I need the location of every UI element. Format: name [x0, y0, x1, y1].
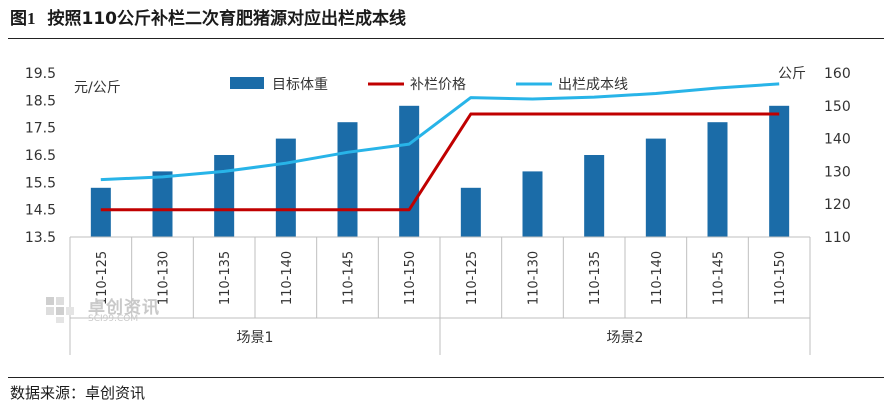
x-tick-label: 110-130: [157, 251, 172, 305]
y-left-tick-label: 18.5: [25, 93, 56, 109]
y-right-tick-label: 150: [824, 99, 851, 115]
x-tick-label: 110-125: [95, 251, 110, 305]
x-group-label: 场景2: [607, 330, 644, 346]
y-left-unit: 元/公斤: [74, 80, 121, 96]
x-tick-label: 110-140: [280, 251, 295, 305]
bar-target-weight: [214, 155, 235, 237]
legend-swatch-bar: [230, 77, 264, 89]
y-left-tick-label: 17.5: [25, 121, 56, 137]
watermark-logo-icon: [46, 297, 74, 323]
bar-target-weight: [275, 138, 296, 237]
y-right-tick-label: 160: [824, 66, 851, 82]
line-restock-price: [100, 112, 780, 212]
y-left-tick-label: 14.5: [25, 203, 56, 219]
source-note: 数据来源：卓创资讯: [10, 384, 146, 402]
watermark-en: SCI99.COM: [88, 314, 139, 324]
x-tick-label: 110-140: [650, 251, 665, 305]
legend-label: 目标体重: [272, 77, 328, 93]
x-tick-label: 110-130: [527, 251, 542, 305]
y-left-tick-label: 15.5: [25, 175, 56, 191]
line-cost-line: [100, 82, 780, 182]
bar-target-weight: [90, 187, 111, 237]
figure-title: 图1 按照110公斤补栏二次育肥猪源对应出栏成本线: [10, 4, 406, 29]
y-right-tick-label: 110: [824, 230, 851, 246]
bar-target-weight: [337, 122, 358, 237]
x-group-label: 场景1: [237, 330, 274, 346]
y-right-tick-label: 130: [824, 164, 851, 180]
bar-target-weight: [460, 187, 481, 237]
x-tick-label: 110-145: [712, 251, 727, 305]
legend-label: 出栏成本线: [558, 77, 628, 93]
y-right-tick-label: 120: [824, 197, 851, 213]
x-tick-label: 110-135: [588, 251, 603, 305]
bar-target-weight: [152, 171, 173, 237]
x-tick-label: 110-125: [465, 251, 480, 305]
bar-target-weight: [769, 105, 790, 237]
y-right-unit: 公斤: [778, 66, 806, 82]
bottom-rule: [8, 377, 884, 378]
legend-label: 补栏价格: [410, 77, 466, 93]
y-left-tick-label: 16.5: [25, 148, 56, 164]
bar-target-weight: [645, 138, 666, 237]
top-rule: [8, 38, 884, 39]
figure-number: 图1: [10, 9, 36, 28]
x-tick-label: 110-145: [342, 251, 357, 305]
bar-target-weight: [522, 171, 543, 237]
watermark-cn: 卓创资讯: [88, 298, 160, 318]
y-right-tick-label: 140: [824, 132, 851, 148]
x-tick-label: 110-150: [773, 251, 788, 305]
x-tick-label: 110-135: [218, 251, 233, 305]
x-tick-label: 110-150: [403, 251, 418, 305]
bar-target-weight: [584, 155, 605, 237]
figure-title-text: 按照110公斤补栏二次育肥猪源对应出栏成本线: [47, 9, 407, 29]
y-left-tick-label: 19.5: [25, 66, 56, 82]
bar-target-weight: [707, 122, 728, 237]
y-left-tick-label: 13.5: [25, 230, 56, 246]
bar-target-weight: [399, 105, 420, 237]
